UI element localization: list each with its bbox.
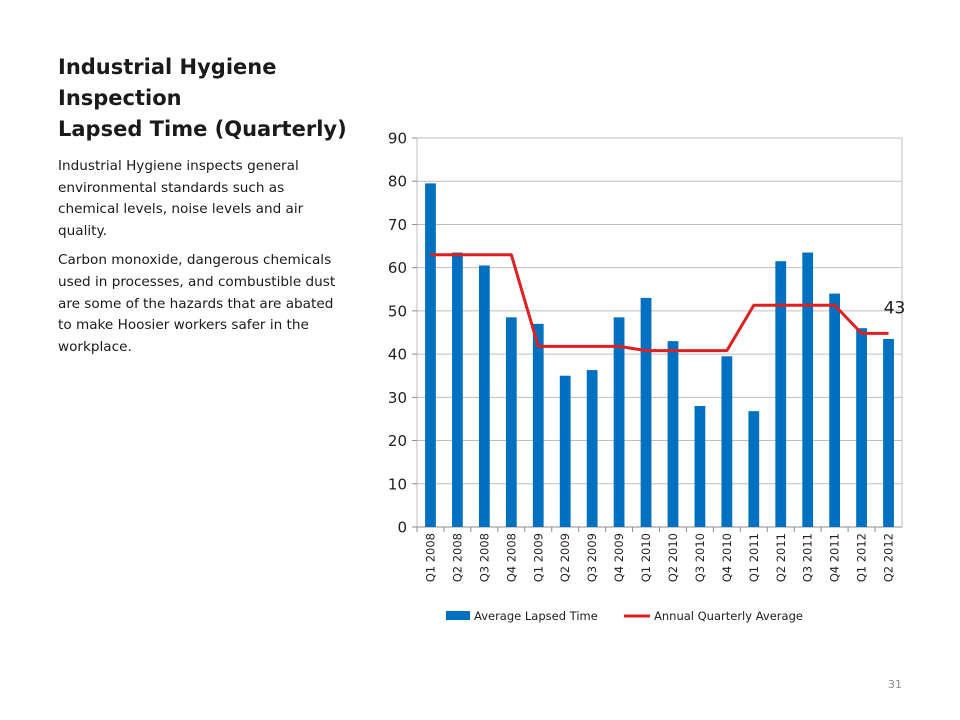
legend-label: Annual Quarterly Average <box>654 609 803 623</box>
title-line: Inspection <box>58 86 182 110</box>
slide-title: Industrial Hygiene Inspection Lapsed Tim… <box>58 52 348 145</box>
bar <box>452 252 463 528</box>
bar <box>667 341 679 527</box>
legend-bar-swatch <box>446 611 470 620</box>
bar <box>505 317 517 527</box>
x-tick-label: Q2 2011 <box>774 533 788 582</box>
x-tick-label: Q4 2009 <box>612 533 626 582</box>
y-tick-label: 70 <box>388 216 407 234</box>
y-tick-label: 90 <box>388 130 407 148</box>
y-tick-label: 80 <box>388 173 407 191</box>
x-tick-label: Q1 2010 <box>639 533 653 582</box>
x-tick-label: Q1 2012 <box>855 533 869 582</box>
y-tick-label: 60 <box>388 259 407 277</box>
y-tick-label: 50 <box>388 302 407 320</box>
bar <box>748 411 760 527</box>
lapsed-time-chart: 0 10 20 30 40 50 60 70 80 90 Q1 2008 Q2 2008 Q3 2008… <box>388 130 906 624</box>
y-tick-label: 40 <box>388 346 407 364</box>
bar <box>802 252 814 528</box>
x-tick-label: Q3 2011 <box>801 533 815 582</box>
x-tick-label: Q4 2008 <box>504 533 518 582</box>
bar <box>856 328 867 527</box>
x-tick-label: Q4 2011 <box>828 533 842 582</box>
x-tick-label: Q3 2010 <box>693 533 707 582</box>
x-tick-label: Q4 2010 <box>720 533 734 582</box>
x-tick-label: Q2 2012 <box>882 533 896 582</box>
x-tick-label: Q2 2010 <box>666 533 680 582</box>
title-line: Lapsed Time (Quarterly) <box>58 117 347 141</box>
bar <box>694 405 706 527</box>
bar <box>883 338 894 527</box>
bar <box>532 323 544 527</box>
y-tick-label: 10 <box>388 475 407 493</box>
y-tick-label: 0 <box>397 519 407 537</box>
paragraph: Industrial Hygiene inspects general envi… <box>58 158 304 239</box>
x-tick-label: Q1 2008 <box>423 533 437 582</box>
x-tick-label: Q3 2009 <box>585 533 599 582</box>
bar <box>775 261 787 527</box>
legend-label: Average Lapsed Time <box>474 609 598 623</box>
x-tick-label: Q1 2009 <box>531 533 545 582</box>
y-tick-label: 20 <box>388 432 407 450</box>
page-number: 31 <box>888 678 902 691</box>
bar <box>559 375 571 527</box>
bar <box>478 265 490 527</box>
x-tick-label: Q2 2008 <box>450 533 464 582</box>
bar <box>425 183 436 527</box>
description-text: Industrial Hygiene inspects general envi… <box>58 156 340 366</box>
bar <box>721 356 733 527</box>
data-label: 43 <box>884 298 906 318</box>
average-line <box>430 253 889 353</box>
title-line: Industrial Hygiene <box>58 55 277 79</box>
y-tick-label: 30 <box>388 389 407 407</box>
bar <box>829 293 841 527</box>
bar <box>586 370 598 527</box>
x-tick-label: Q2 2009 <box>558 533 572 582</box>
bar <box>640 297 652 527</box>
x-tick-label: Q3 2008 <box>477 533 491 582</box>
paragraph: Carbon monoxide, dangerous chemicals use… <box>58 252 336 355</box>
bar <box>613 317 625 527</box>
x-tick-label: Q1 2011 <box>747 533 761 582</box>
